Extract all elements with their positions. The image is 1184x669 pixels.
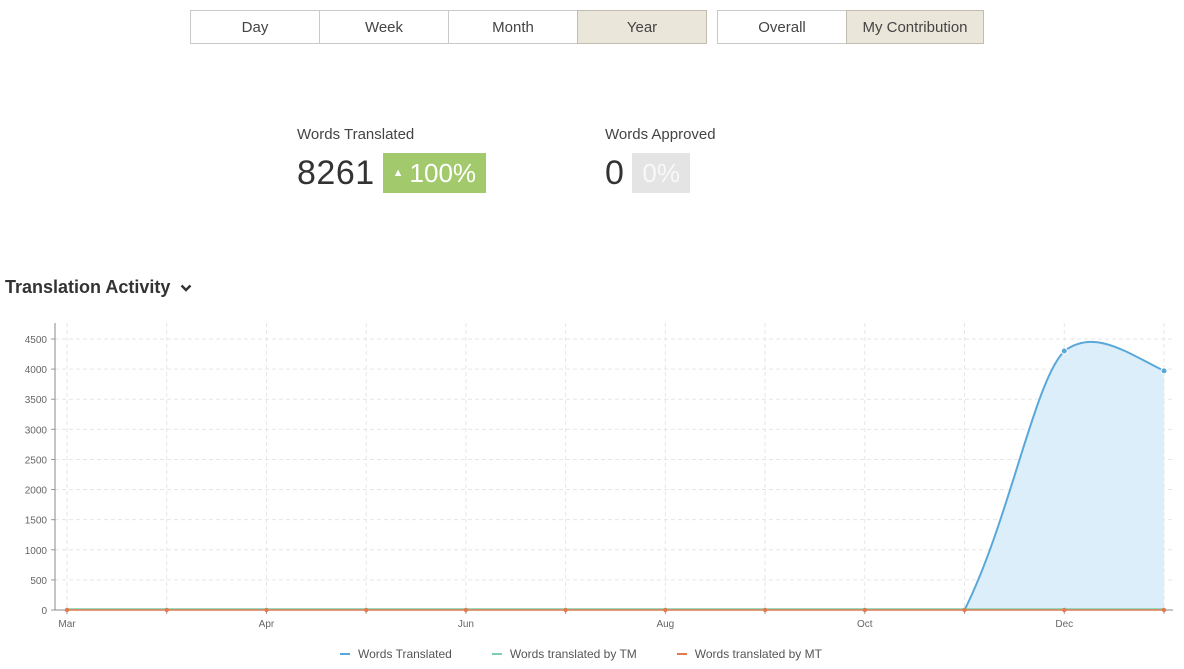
data-point-mt [463, 607, 469, 613]
data-point-mt [563, 607, 568, 613]
scope-overall-button[interactable]: Overall [717, 10, 847, 44]
words-approved-change-badge: 0% [632, 153, 690, 193]
data-point-mt [862, 607, 868, 613]
data-point-mt [264, 607, 269, 613]
legend-label-mt: Words translated by MT [694, 647, 822, 661]
translation-activity-header[interactable]: Translation Activity [5, 277, 192, 298]
data-point-translated [1160, 367, 1168, 375]
period-month-button[interactable]: Month [448, 10, 578, 44]
x-tick-label: Jun [458, 619, 474, 630]
data-point-mt [64, 607, 70, 613]
data-point-translated [1060, 347, 1068, 355]
data-point-mt [363, 607, 369, 613]
chart-legend: Words Translated Words translated by TM … [340, 647, 862, 661]
words-approved-label: Words Approved [605, 126, 716, 143]
legend-swatch-tm [491, 653, 502, 655]
series-area-translated [67, 341, 1164, 610]
translation-activity-chart: 0 500 1000 1500 2000 2500 3000 3500 4000 4500 Mar A… [25, 323, 1173, 630]
legend-label-tm: Words translated by TM [509, 647, 637, 661]
words-approved-stat: Words Approved 0 0% [605, 126, 716, 193]
y-tick-label: 2000 [25, 486, 48, 497]
words-approved-change: 0% [642, 157, 680, 188]
y-tick-label: 3500 [25, 395, 48, 406]
y-tick-label: 1000 [25, 546, 48, 557]
legend-swatch-mt [676, 653, 687, 655]
x-tick-label: Oct [857, 619, 873, 630]
words-translated-change-badge: ▲ 100% [382, 153, 487, 193]
y-tick-label: 1500 [25, 516, 48, 527]
y-tick-label: 4500 [25, 335, 48, 346]
period-day-button[interactable]: Day [190, 10, 320, 44]
y-tick-label: 2500 [25, 455, 48, 466]
data-point-mt [1161, 607, 1167, 613]
x-tick-label: Mar [58, 619, 76, 630]
x-tick-label: Dec [1055, 619, 1073, 630]
period-filter: Day Week Month Year [190, 10, 707, 44]
scope-filter: Overall My Contribution [717, 10, 984, 44]
data-point-mt [1062, 607, 1067, 613]
legend-swatch-translated [340, 653, 350, 655]
period-year-button[interactable]: Year [577, 10, 707, 44]
words-translated-label: Words Translated [297, 126, 415, 143]
chevron-down-icon[interactable] [180, 277, 192, 298]
data-point-mt [962, 607, 967, 613]
words-translated-change: 100% [409, 157, 477, 188]
x-tick-label: Aug [656, 619, 674, 630]
scope-my-contribution-button[interactable]: My Contribution [846, 10, 984, 44]
data-point-mt [762, 607, 768, 613]
legend-item-mt[interactable]: Words translated by MT [676, 647, 822, 661]
legend-item-translated[interactable]: Words Translated [340, 647, 452, 661]
words-translated-stat: Words Translated 8261 ▲ 100% [297, 126, 487, 193]
y-tick-label: 4000 [25, 365, 48, 376]
words-approved-value: 0 [605, 153, 625, 192]
x-tick-label: Apr [259, 619, 275, 630]
legend-label-translated: Words Translated [358, 647, 452, 661]
y-tick-label: 0 [41, 606, 47, 617]
words-translated-value: 8261 [297, 153, 375, 192]
arrow-up-icon: ▲ [392, 167, 404, 179]
period-week-button[interactable]: Week [319, 10, 449, 44]
y-tick-label: 500 [30, 576, 47, 587]
series-line-translated [963, 340, 1165, 611]
y-tick-label: 3000 [25, 425, 48, 436]
data-point-mt [164, 607, 169, 613]
legend-item-tm[interactable]: Words translated by TM [491, 647, 637, 661]
data-point-mt [663, 607, 668, 613]
section-title: Translation Activity [5, 277, 171, 297]
